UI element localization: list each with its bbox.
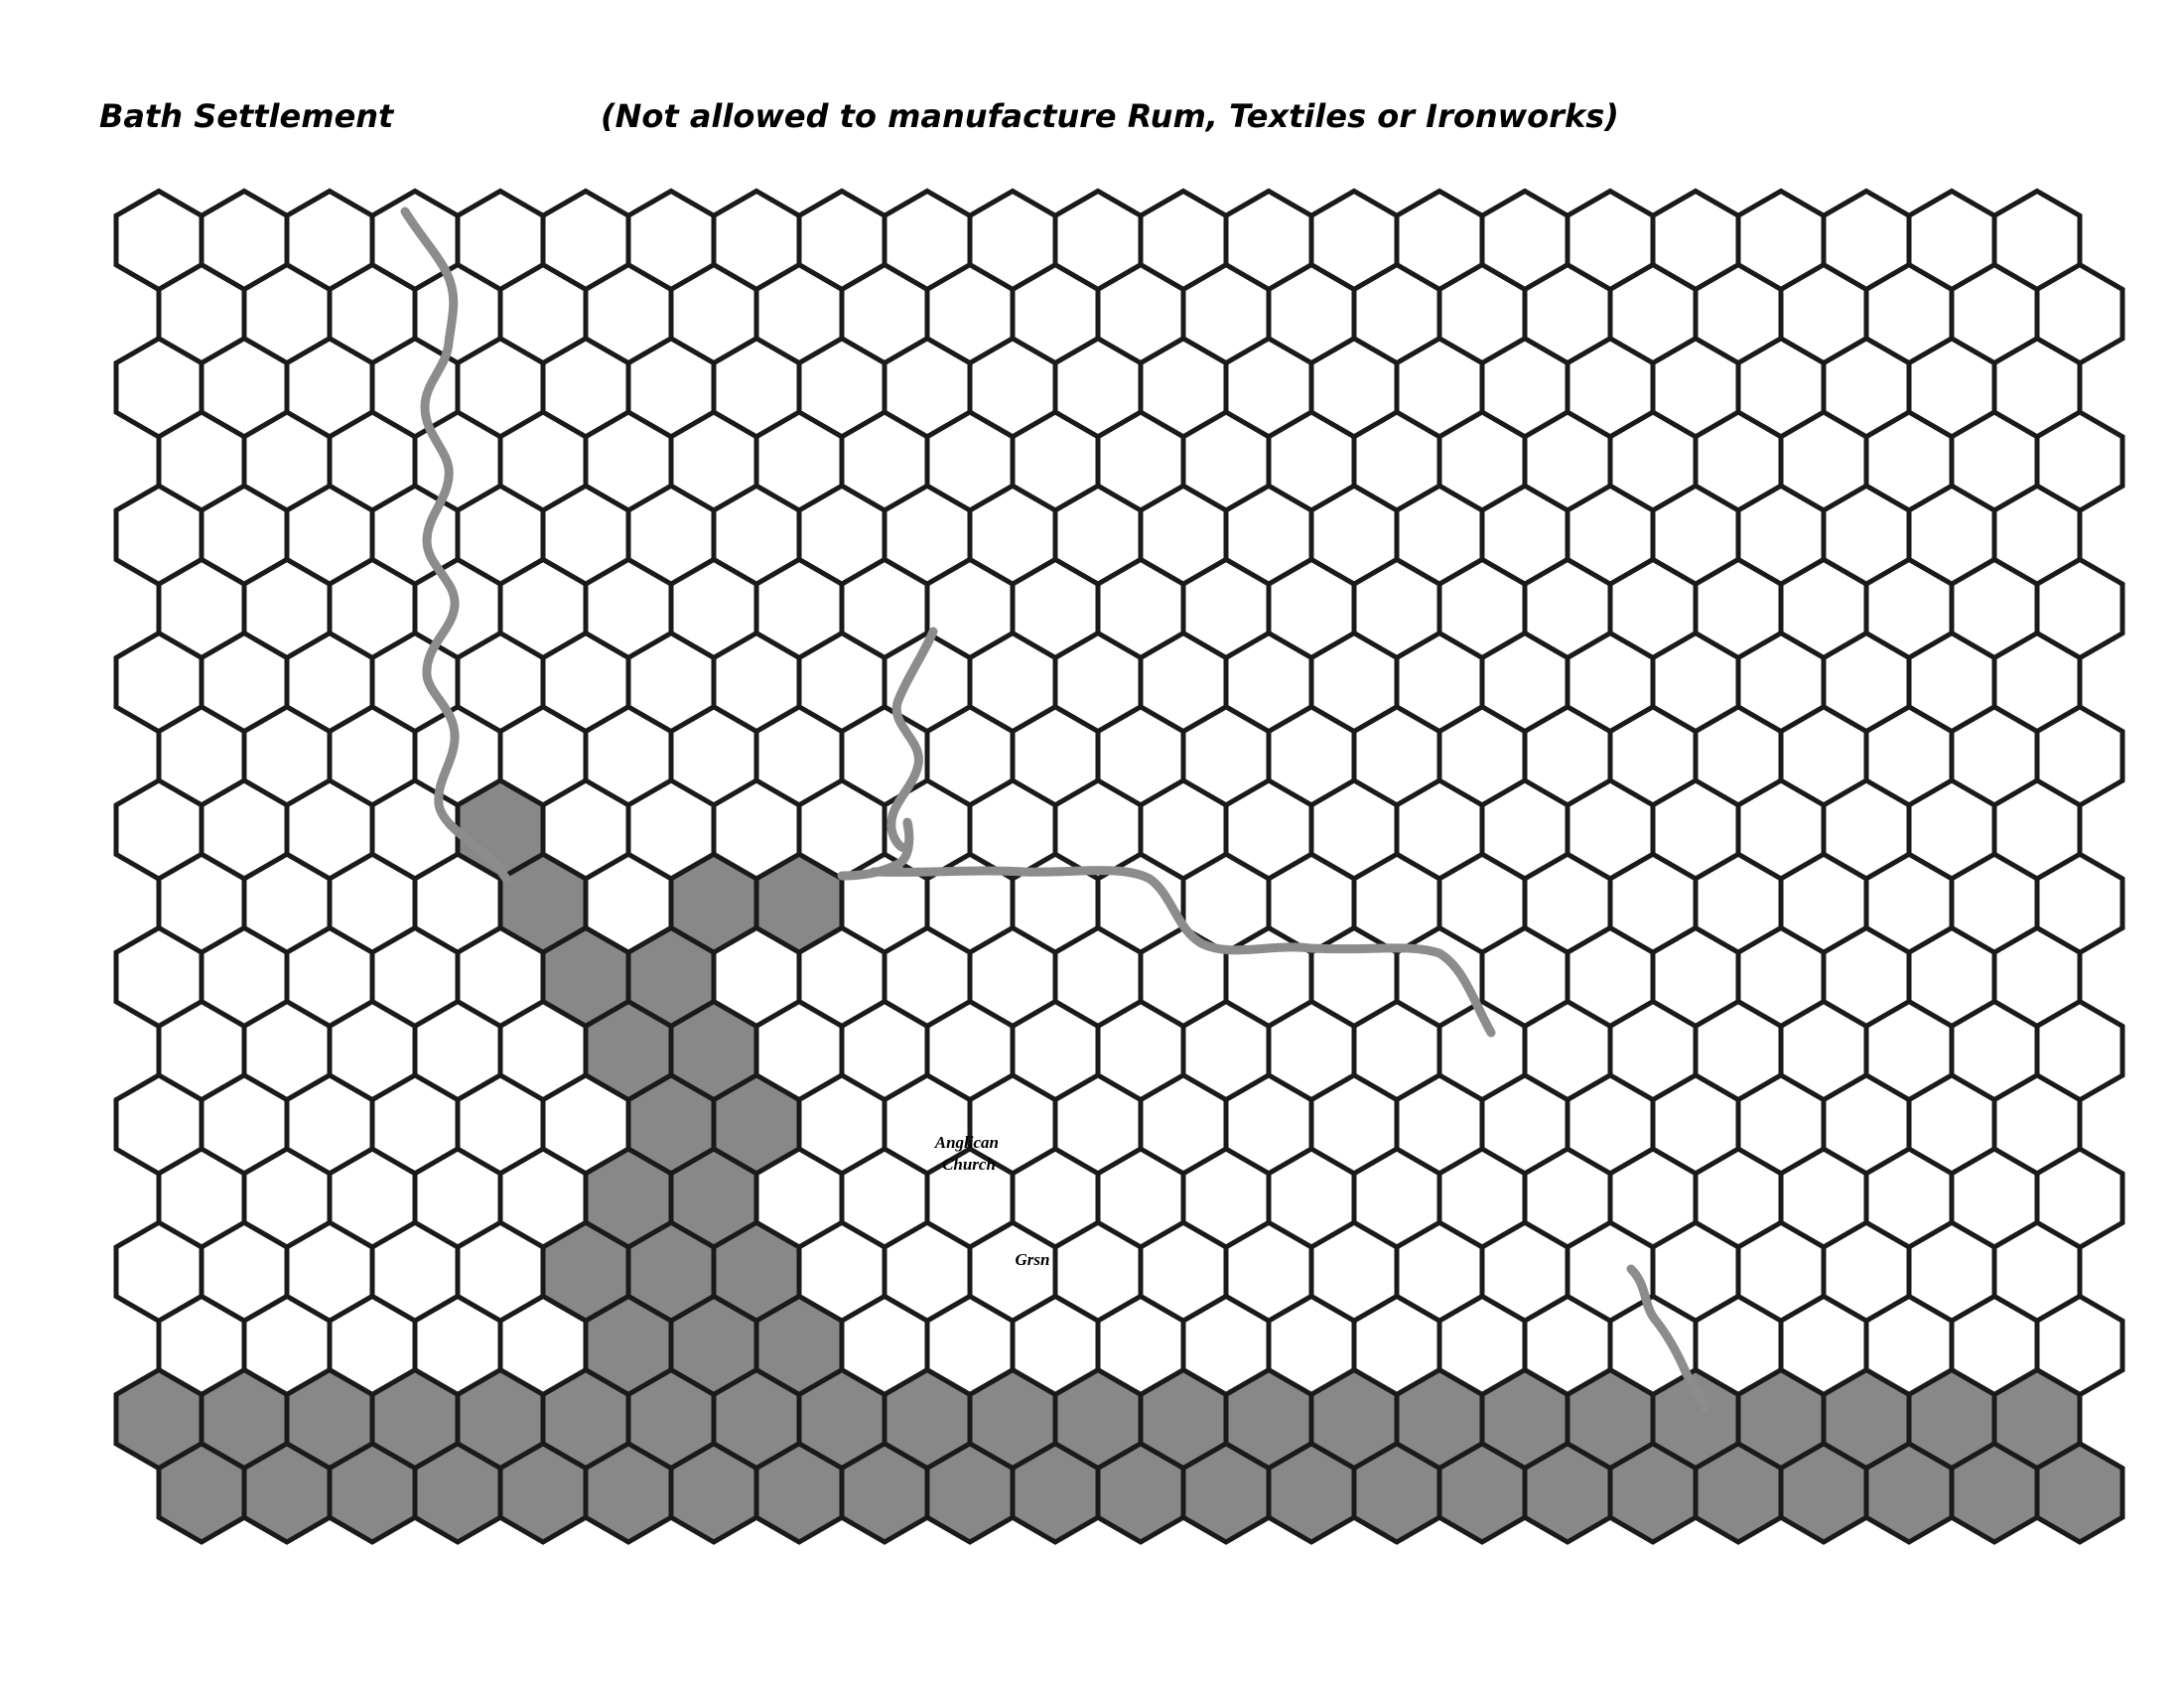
hex-cell-shaded — [1013, 1444, 1098, 1542]
hex-cell-shaded — [1610, 1444, 1696, 1542]
hex-cell-shaded — [756, 1444, 842, 1542]
hex-cell-shaded — [415, 1444, 500, 1542]
hex-cell-shaded — [1866, 1444, 1952, 1542]
hex-cell-shaded — [2037, 1444, 2122, 1542]
hex-cell-shaded — [1952, 1444, 2037, 1542]
garrison-label: Grsn — [1016, 1250, 1050, 1269]
hex-cell-shaded — [330, 1444, 415, 1542]
hex-cell-shaded — [927, 1444, 1013, 1542]
hex-cell-shaded — [1269, 1444, 1354, 1542]
hex-cell-shaded — [159, 1444, 244, 1542]
hex-cell-shaded — [671, 1444, 756, 1542]
hex-cell-shaded — [1439, 1444, 1525, 1542]
hex-cell-shaded — [842, 1444, 927, 1542]
hex-grid — [116, 191, 2122, 1542]
hex-cell-shaded — [1525, 1444, 1610, 1542]
hex-cell-shaded — [1354, 1444, 1439, 1542]
hex-cell-shaded — [1696, 1444, 1781, 1542]
hex-cell-shaded — [1183, 1444, 1269, 1542]
hex-cell-shaded — [1098, 1444, 1183, 1542]
hex-cell-shaded — [1781, 1444, 1866, 1542]
hex-cell-shaded — [586, 1444, 671, 1542]
hex-cell-shaded — [500, 1444, 586, 1542]
hex-cell-shaded — [244, 1444, 330, 1542]
anglican-church-label-line-2: Church — [942, 1155, 996, 1174]
anglican-church-label-line-1: Anglican — [934, 1133, 999, 1152]
